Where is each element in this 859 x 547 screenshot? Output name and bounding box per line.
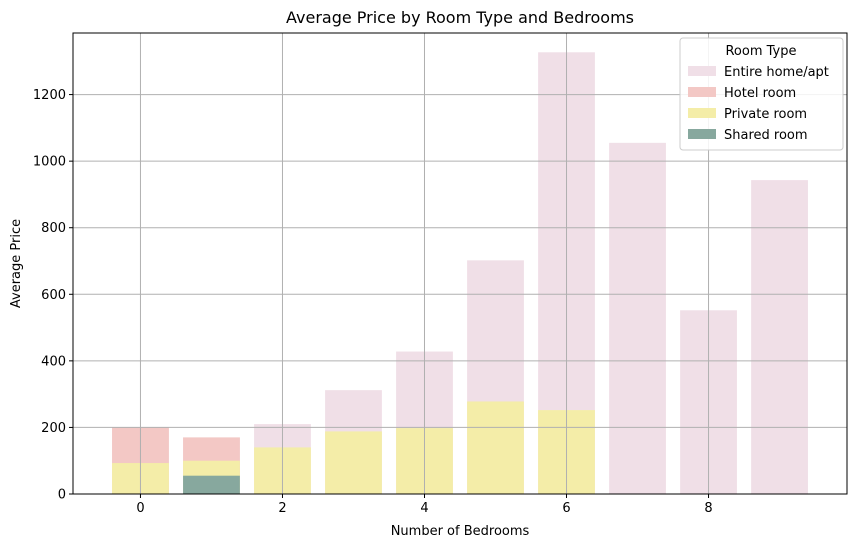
y-axis-label: Average Price bbox=[9, 219, 24, 308]
legend: Room Type Entire home/apt Hotel room Priva… bbox=[679, 37, 844, 151]
legend-label-private-room: Private room bbox=[724, 107, 807, 122]
bar-private-room bbox=[467, 401, 524, 494]
plot-frame bbox=[72, 32, 848, 495]
x-tick-label: 6 bbox=[562, 501, 570, 516]
legend-swatch-shared-room bbox=[688, 129, 716, 139]
legend-label-entire-home-apt: Entire home/apt bbox=[724, 65, 829, 80]
x-axis-label: Number of Bedrooms bbox=[391, 524, 530, 539]
bar-entire-home-apt bbox=[751, 180, 808, 494]
legend-swatch-hotel-room bbox=[688, 87, 716, 97]
legend-box bbox=[679, 37, 844, 151]
legend-label-shared-room: Shared room bbox=[724, 128, 808, 143]
legend-swatch-private-room bbox=[688, 108, 716, 118]
x-tick-label: 0 bbox=[136, 501, 144, 516]
y-tick-label: 1200 bbox=[33, 88, 66, 103]
bar-entire-home-apt bbox=[609, 142, 666, 494]
x-axis-ticks: 0 2 4 6 8 bbox=[136, 494, 713, 516]
y-tick-label: 1000 bbox=[33, 155, 66, 170]
bar-private-room bbox=[325, 431, 382, 494]
y-tick-label: 800 bbox=[41, 221, 66, 236]
legend-label-hotel-room: Hotel room bbox=[724, 86, 796, 101]
y-tick-label: 200 bbox=[41, 421, 66, 436]
y-axis-ticks: 0 200 400 600 800 1000 1200 bbox=[33, 88, 73, 503]
bar-shared-room bbox=[183, 475, 240, 494]
chart-title: Average Price by Room Type and Bedrooms bbox=[286, 8, 634, 27]
grid-lines bbox=[73, 33, 847, 495]
y-tick-label: 400 bbox=[41, 354, 66, 369]
legend-swatch-entire-home-apt bbox=[688, 66, 716, 76]
y-tick-label: 600 bbox=[41, 288, 66, 303]
x-tick-label: 4 bbox=[420, 501, 428, 516]
y-tick-label: 0 bbox=[58, 488, 66, 503]
legend-title: Room Type bbox=[725, 44, 796, 59]
x-tick-label: 8 bbox=[704, 501, 712, 516]
x-tick-label: 2 bbox=[278, 501, 286, 516]
